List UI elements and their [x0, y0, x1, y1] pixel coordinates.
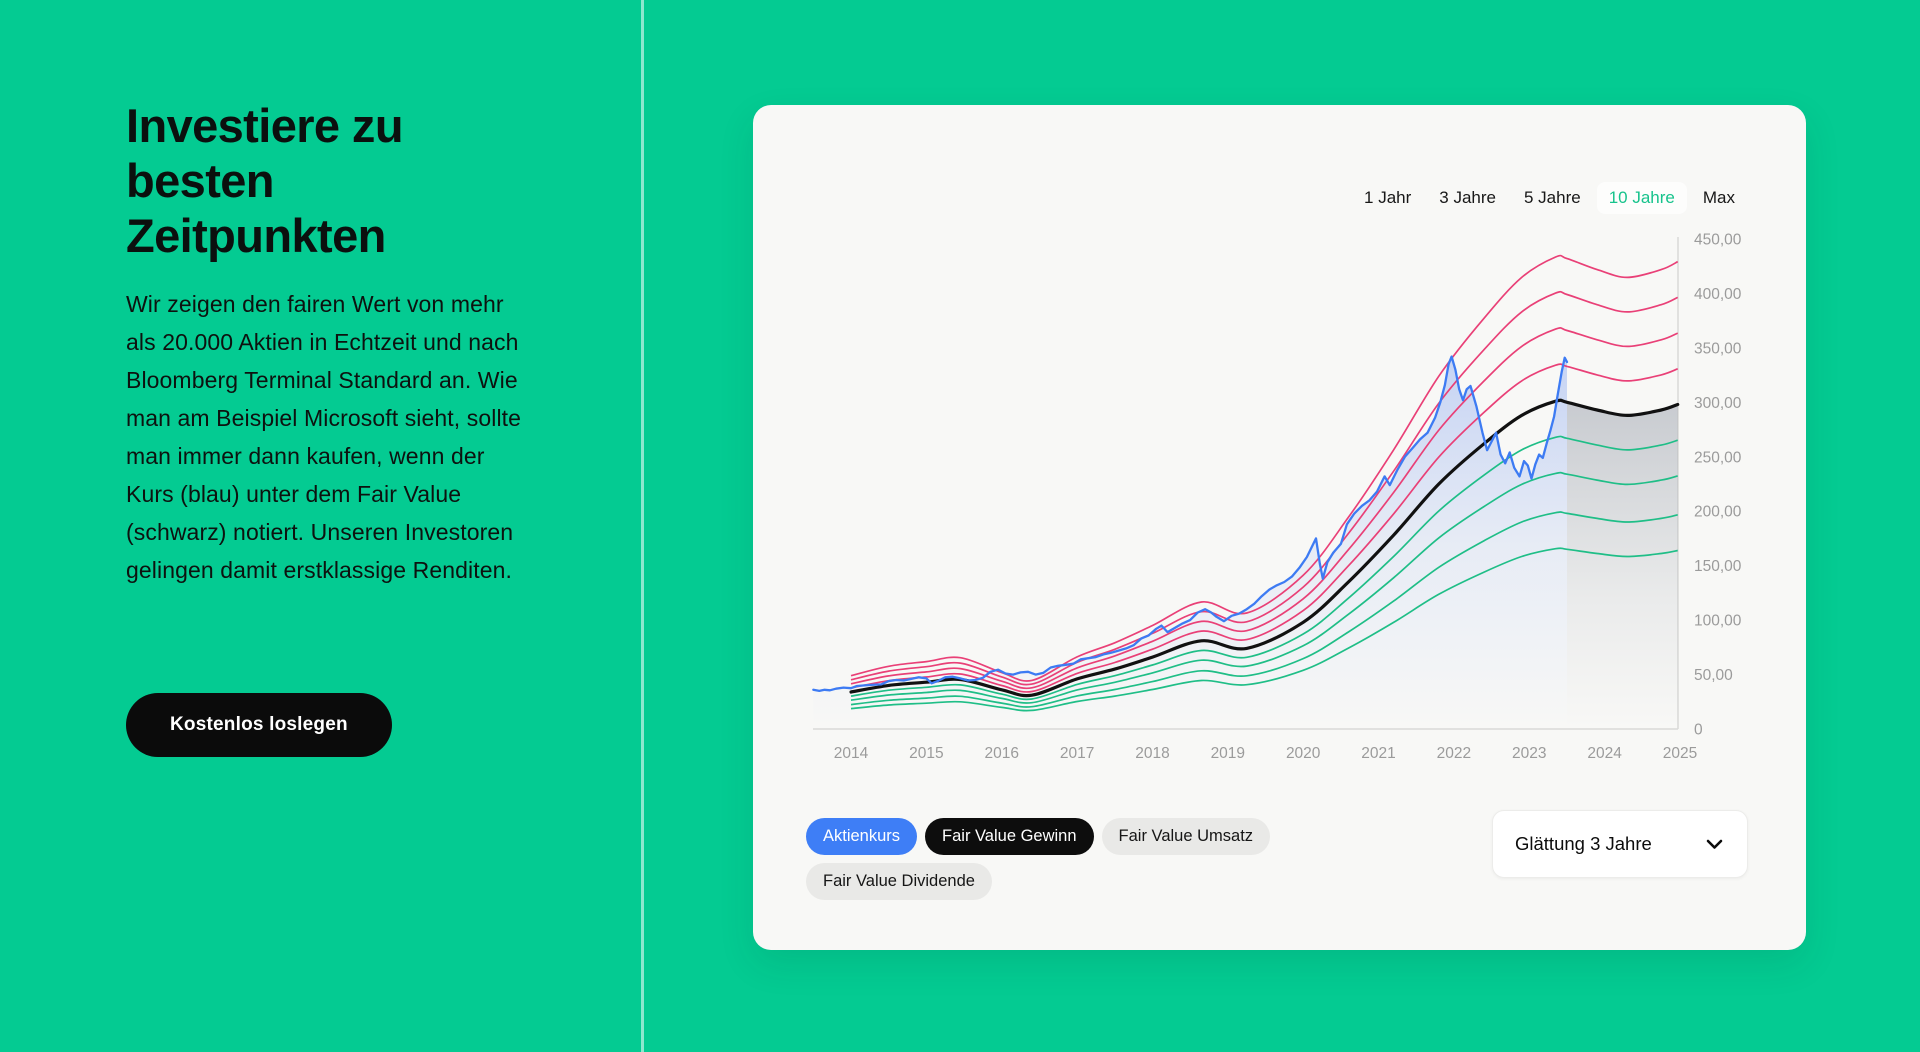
- svg-text:2024: 2024: [1587, 745, 1622, 762]
- time-range-tabs: 1 Jahr 3 Jahre 5 Jahre 10 Jahre Max: [1352, 182, 1747, 214]
- svg-text:400,00: 400,00: [1694, 286, 1742, 303]
- smoothing-dropdown[interactable]: Glättung 3 Jahre: [1492, 810, 1748, 878]
- svg-text:2017: 2017: [1060, 745, 1094, 762]
- tab-1-jahr[interactable]: 1 Jahr: [1364, 188, 1412, 207]
- svg-text:2020: 2020: [1286, 745, 1321, 762]
- chart-areas: [813, 356, 1678, 729]
- fair-value-line: [849, 398, 1680, 698]
- svg-text:2025: 2025: [1663, 745, 1697, 762]
- svg-text:250,00: 250,00: [1694, 449, 1742, 466]
- svg-text:300,00: 300,00: [1694, 395, 1742, 412]
- svg-text:2016: 2016: [984, 745, 1018, 762]
- page-title: Investiere zu besten Zeitpunkten: [126, 99, 404, 262]
- tab-max[interactable]: Max: [1702, 188, 1735, 207]
- svg-text:2019: 2019: [1211, 745, 1245, 762]
- legend-chip-fair-value-umsatz[interactable]: Fair Value Umsatz: [1101, 818, 1271, 855]
- svg-text:200,00: 200,00: [1694, 504, 1742, 521]
- chart-tick-labels: 2014 2015 2016 2017 2018 2019 2020 2021 2022 2023…: [834, 232, 1742, 763]
- legend-chip-fair-value-gewinn[interactable]: Fair Value Gewinn: [925, 818, 1094, 855]
- stock-price-line: [812, 355, 1569, 693]
- tab-3-jahre[interactable]: 3 Jahre: [1439, 188, 1496, 207]
- smoothing-dropdown-value: Glättung 3 Jahre: [1515, 833, 1652, 854]
- legend-chips: Aktienkurs Fair Value Gewinn Fair Value Um…: [802, 814, 1302, 904]
- svg-text:2018: 2018: [1135, 745, 1169, 762]
- svg-text:0: 0: [1694, 722, 1703, 739]
- svg-text:150,00: 150,00: [1694, 558, 1742, 575]
- svg-text:450,00: 450,00: [1694, 232, 1742, 249]
- chevron-down-icon: [1706, 839, 1723, 850]
- section-divider: [641, 0, 644, 1052]
- tab-10-jahre[interactable]: 10 Jahre: [1596, 182, 1687, 214]
- tab-5-jahre[interactable]: 5 Jahre: [1524, 188, 1581, 207]
- svg-text:2014: 2014: [834, 745, 869, 762]
- svg-text:2015: 2015: [909, 745, 943, 762]
- svg-text:2022: 2022: [1437, 745, 1471, 762]
- cta-signup-button[interactable]: Kostenlos loslegen: [126, 693, 392, 757]
- fair-value-chart-card: 1 Jahr 3 Jahre 5 Jahre 10 Jahre Max 2014 2015…: [753, 105, 1806, 950]
- svg-text:350,00: 350,00: [1694, 340, 1742, 357]
- svg-text:100,00: 100,00: [1694, 613, 1742, 630]
- svg-text:2023: 2023: [1512, 745, 1546, 762]
- svg-text:2021: 2021: [1361, 745, 1395, 762]
- svg-text:50,00: 50,00: [1694, 667, 1733, 684]
- legend-chip-aktienkurs[interactable]: Aktienkurs: [806, 818, 918, 855]
- hero-description: Wir zeigen den fairen Wert von mehr als …: [126, 291, 522, 583]
- fair-value-chart: 2014 2015 2016 2017 2018 2019 2020 2021 2022 2023…: [812, 232, 1742, 763]
- legend-chip-fair-value-dividende[interactable]: Fair Value Dividende: [806, 863, 992, 900]
